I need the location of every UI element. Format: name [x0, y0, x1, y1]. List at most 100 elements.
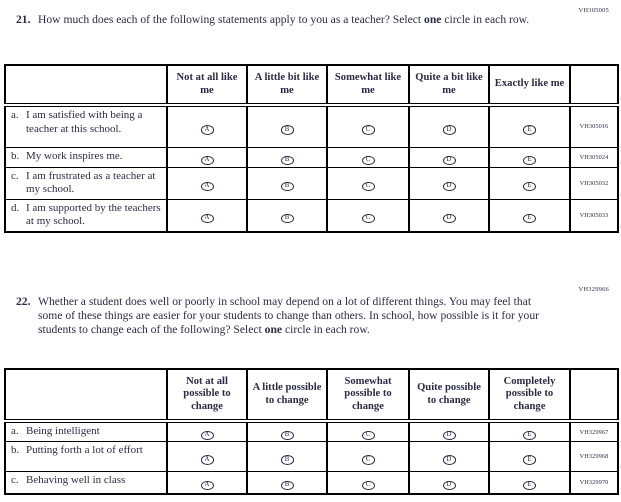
table-row: d. I am supported by the teachers at my …	[4, 198, 619, 232]
answer-bubble-c[interactable]: C	[361, 181, 375, 192]
table-row: b. My work inspires me. A B C D E VH3050…	[4, 146, 619, 168]
column-header-a-little-bit: A little bit like me	[246, 64, 328, 107]
table-row: c. Behaving well in class A B C D E VH32…	[4, 471, 619, 494]
row-code: VH305024	[569, 146, 619, 168]
row-label: c.	[11, 169, 19, 182]
answer-bubble-b[interactable]: B	[280, 181, 294, 192]
code-column-header	[569, 64, 619, 107]
answer-bubble-d[interactable]: D	[442, 181, 456, 192]
row-statement: Behaving well in class	[26, 474, 126, 486]
question-text-part: circle in each row.	[284, 323, 370, 336]
header-row: Not at all possible to change A little p…	[4, 368, 619, 423]
statement-cell: d. I am supported by the teachers at my …	[4, 198, 168, 232]
row-code: VH329967	[569, 420, 619, 442]
row-code: VH329968	[569, 441, 619, 472]
answer-bubble-a[interactable]: A	[200, 480, 214, 491]
question-text: Whether a student does well or poorly in…	[38, 295, 546, 337]
accession-code-q21: VH305005	[578, 7, 609, 14]
answer-bubble-c[interactable]: C	[361, 480, 375, 491]
answer-bubble-a[interactable]: A	[200, 155, 214, 166]
answer-bubble-d[interactable]: D	[442, 430, 456, 441]
answer-bubble-a[interactable]: A	[200, 213, 214, 224]
column-header-a-little-possible: A little possible to change	[246, 368, 328, 423]
answer-bubble-b[interactable]: B	[280, 455, 294, 465]
column-header-somewhat-possible: Somewhat possible to change	[326, 368, 410, 423]
answer-bubble-d[interactable]: D	[442, 213, 456, 224]
row-label: b.	[11, 444, 20, 456]
statement-column-header	[4, 64, 168, 107]
statement-column-header	[4, 368, 168, 423]
question-text: How much does each of the following stat…	[38, 13, 546, 27]
answer-bubble-c[interactable]: C	[361, 213, 375, 224]
statement-cell: a. Being intelligent	[4, 420, 168, 442]
column-header-not-at-all-possible: Not at all possible to change	[166, 368, 248, 423]
answer-bubble-e[interactable]: E	[523, 455, 536, 465]
answer-bubble-e[interactable]: E	[523, 155, 536, 166]
answer-bubble-c[interactable]: C	[361, 430, 375, 441]
question-text-bold: one	[264, 323, 283, 336]
question-text-part: How much does each of the following stat…	[38, 13, 422, 26]
answer-bubble-b[interactable]: B	[280, 430, 294, 441]
row-statement: I am satisfied with being a teacher at t…	[26, 109, 143, 135]
answer-bubble-d[interactable]: D	[442, 125, 456, 135]
answer-bubble-e[interactable]: E	[523, 480, 536, 491]
row-code: VH305032	[569, 166, 619, 200]
row-statement: I am supported by the teachers at my sch…	[26, 201, 161, 228]
q22-response-table: Not at all possible to change A little p…	[4, 368, 619, 495]
answer-bubble-e[interactable]: E	[523, 181, 536, 192]
row-label: a.	[11, 425, 19, 437]
statement-cell: c. Behaving well in class	[4, 471, 168, 494]
answer-bubble-d[interactable]: D	[442, 155, 456, 166]
column-header-not-at-all: Not at all like me	[166, 64, 248, 107]
accession-code-q22: VH329966	[578, 286, 609, 293]
answer-bubble-e[interactable]: E	[523, 430, 536, 441]
answer-bubble-a[interactable]: A	[200, 125, 214, 135]
answer-bubble-b[interactable]: B	[280, 480, 294, 491]
row-statement: My work inspires me.	[26, 149, 123, 162]
row-statement: Putting forth a lot of effort	[26, 444, 143, 456]
row-label: d.	[11, 201, 20, 214]
question-text-part: Whether a student does well or poorly in…	[38, 295, 539, 336]
row-code: VH305033	[569, 198, 619, 232]
answer-bubble-b[interactable]: B	[280, 155, 294, 166]
question-number: 21.	[16, 13, 31, 26]
header-row: Not at all like me A little bit like me …	[4, 64, 619, 107]
statement-cell: b. My work inspires me.	[4, 146, 168, 168]
column-header-somewhat: Somewhat like me	[326, 64, 410, 107]
question-21: 21. How much does each of the following …	[16, 13, 556, 27]
row-code: VH305016	[569, 104, 619, 148]
answer-bubble-d[interactable]: D	[442, 455, 456, 465]
table-row: a. Being intelligent A B C D E VH329967	[4, 420, 619, 442]
question-number: 22.	[16, 295, 31, 308]
answer-bubble-c[interactable]: C	[361, 455, 375, 465]
table-row: a. I am satisfied with being a teacher a…	[4, 104, 619, 148]
answer-bubble-a[interactable]: A	[200, 455, 214, 465]
row-statement: Being intelligent	[26, 425, 100, 437]
q21-response-table: Not at all like me A little bit like me …	[4, 64, 619, 233]
question-22: 22. Whether a student does well or poorl…	[16, 295, 561, 337]
statement-cell: b. Putting forth a lot of effort	[4, 441, 168, 472]
question-text-part: circle in each row.	[444, 13, 530, 26]
row-statement: I am frustrated as a teacher at my schoo…	[26, 169, 156, 196]
question-text-bold: one	[424, 13, 442, 26]
answer-bubble-c[interactable]: C	[361, 155, 375, 166]
column-header-exactly: Exactly like me	[488, 64, 571, 107]
row-label: c.	[11, 474, 19, 486]
answer-bubble-a[interactable]: A	[200, 430, 214, 441]
statement-cell: a. I am satisfied with being a teacher a…	[4, 104, 168, 148]
answer-bubble-b[interactable]: B	[280, 213, 294, 224]
answer-bubble-e[interactable]: E	[523, 125, 536, 135]
answer-bubble-c[interactable]: C	[361, 125, 375, 135]
column-header-quite-possible: Quite possible to change	[408, 368, 490, 423]
row-label: b.	[11, 149, 20, 162]
code-column-header	[569, 368, 619, 423]
answer-bubble-a[interactable]: A	[200, 181, 214, 192]
table-row: c. I am frustrated as a teacher at my sc…	[4, 166, 619, 200]
answer-bubble-d[interactable]: D	[442, 480, 456, 491]
answer-bubble-b[interactable]: B	[280, 125, 294, 135]
answer-bubble-e[interactable]: E	[523, 213, 536, 224]
column-header-quite-a-bit: Quite a bit like me	[408, 64, 490, 107]
row-code: VH329970	[569, 471, 619, 494]
column-header-completely-possible: Completely possible to change	[488, 368, 571, 423]
